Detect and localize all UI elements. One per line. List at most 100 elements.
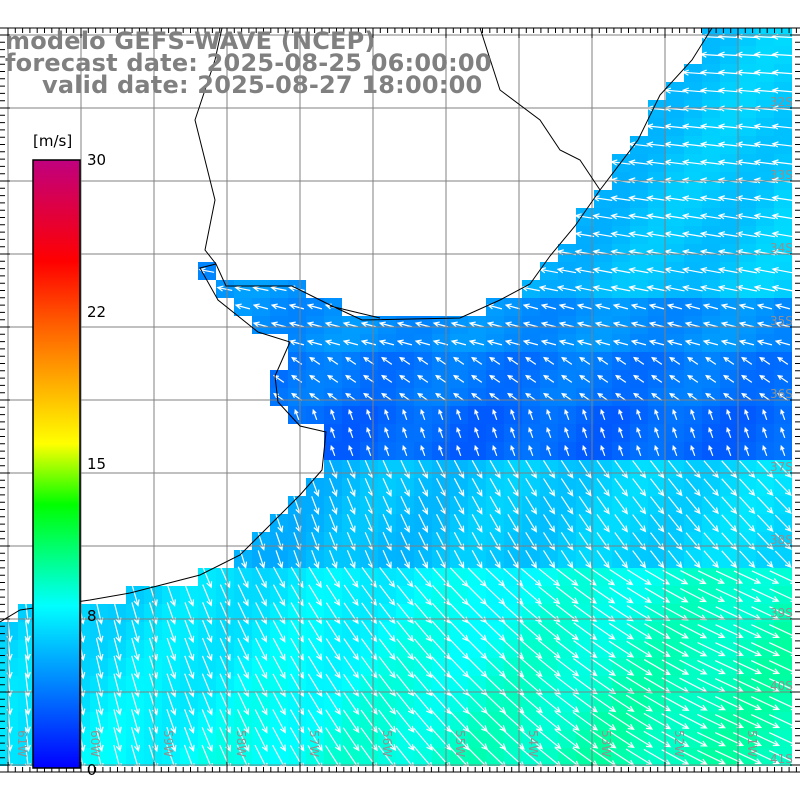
wind-arrow	[708, 426, 714, 439]
wind-arrow	[690, 408, 696, 421]
wind-arrow	[328, 514, 338, 533]
wind-arrow	[592, 285, 613, 292]
wind-arrow	[687, 392, 699, 401]
wind-arrow	[270, 285, 287, 292]
wind-arrow	[702, 303, 719, 310]
wind-arrow	[615, 392, 627, 401]
wind-arrow	[697, 659, 726, 675]
wind-arrow	[201, 655, 213, 680]
wind-arrow	[646, 213, 667, 220]
wind-arrow	[592, 231, 613, 238]
wind-arrow	[591, 586, 616, 604]
wind-arrow	[681, 141, 703, 148]
wind-arrow	[756, 303, 773, 310]
wind-arrow	[325, 655, 341, 679]
wind-arrow	[702, 321, 719, 328]
wind-arrow	[564, 426, 570, 439]
wind-arrow	[420, 426, 426, 439]
wind-arrow	[741, 356, 753, 365]
wind-arrow	[396, 339, 413, 346]
wind-arrow	[633, 374, 645, 383]
wind-arrow	[684, 321, 701, 328]
wind-arrow	[685, 478, 701, 497]
wind-arrow	[626, 622, 653, 640]
wind-arrow	[413, 656, 433, 679]
wind-arrow	[596, 514, 610, 533]
wind-arrow	[596, 460, 610, 479]
wind-arrow	[377, 745, 397, 770]
wind-arrow	[396, 692, 415, 715]
wind-arrow	[396, 638, 415, 661]
wind-arrow	[306, 303, 323, 310]
wind-arrow	[484, 639, 506, 660]
wind-arrow	[596, 496, 610, 515]
wind-arrow	[646, 141, 667, 148]
wind-arrow	[436, 496, 447, 515]
wind-arrow	[576, 321, 593, 328]
wind-arrow	[597, 356, 609, 365]
wind-arrow	[554, 729, 580, 750]
longitude-label: 58W	[234, 730, 248, 757]
wind-arrow	[687, 374, 699, 383]
wind-arrow	[628, 231, 649, 238]
wind-arrow	[519, 746, 544, 768]
wind-arrow	[578, 514, 592, 533]
wind-arrow	[254, 637, 268, 662]
wind-arrow	[234, 303, 251, 310]
wind-arrow	[202, 584, 213, 607]
wind-arrow	[610, 195, 631, 202]
wind-arrow	[756, 321, 773, 328]
wind-arrow	[436, 550, 447, 569]
wind-arrow	[237, 584, 249, 607]
wind-arrow	[699, 159, 721, 166]
wind-arrow	[501, 746, 526, 768]
wind-arrow	[396, 321, 413, 328]
wind-arrow	[662, 569, 689, 585]
wind-arrow	[528, 444, 534, 457]
wind-arrow	[667, 496, 683, 515]
wind-arrow	[643, 659, 671, 676]
wind-arrow	[400, 550, 410, 569]
wind-arrow	[723, 374, 735, 383]
wind-arrow	[703, 514, 719, 533]
wind-arrow	[610, 267, 631, 274]
wind-arrow	[543, 374, 555, 383]
wind-arrow	[237, 655, 249, 680]
longitude-label: 60W	[88, 730, 102, 757]
wind-arrow	[756, 339, 773, 346]
wind-arrow	[685, 514, 701, 533]
wind-arrow	[520, 639, 543, 659]
wind-arrow	[697, 749, 726, 765]
wind-arrow	[113, 637, 122, 662]
wind-arrow	[558, 321, 575, 328]
wind-arrow	[456, 444, 462, 457]
wind-arrow	[325, 638, 341, 661]
wind-arrow	[330, 426, 336, 439]
wind-arrow	[771, 213, 794, 220]
wind-arrow	[630, 321, 647, 328]
wind-arrow	[684, 339, 701, 346]
wind-arrow	[483, 746, 507, 769]
wind-arrow	[697, 731, 726, 747]
wind-arrow	[471, 550, 483, 569]
wind-arrow	[636, 408, 642, 421]
wind-arrow	[342, 709, 360, 734]
wind-arrow	[646, 267, 667, 274]
wind-arrow	[753, 159, 776, 166]
wind-arrow	[771, 159, 794, 166]
wind-arrow	[537, 693, 562, 714]
wind-arrow	[717, 213, 739, 220]
wind-arrow	[590, 694, 617, 713]
wind-arrow	[628, 195, 649, 202]
wind-arrow	[95, 727, 104, 753]
wind-arrow	[699, 141, 721, 148]
wind-arrow	[556, 568, 579, 586]
wind-arrow	[378, 620, 396, 643]
wind-arrow	[471, 392, 483, 401]
wind-arrow	[346, 496, 356, 515]
wind-arrow	[703, 496, 719, 515]
wind-arrow	[273, 566, 286, 589]
latitude-label: 39S	[770, 606, 793, 620]
wind-arrow	[735, 159, 758, 166]
